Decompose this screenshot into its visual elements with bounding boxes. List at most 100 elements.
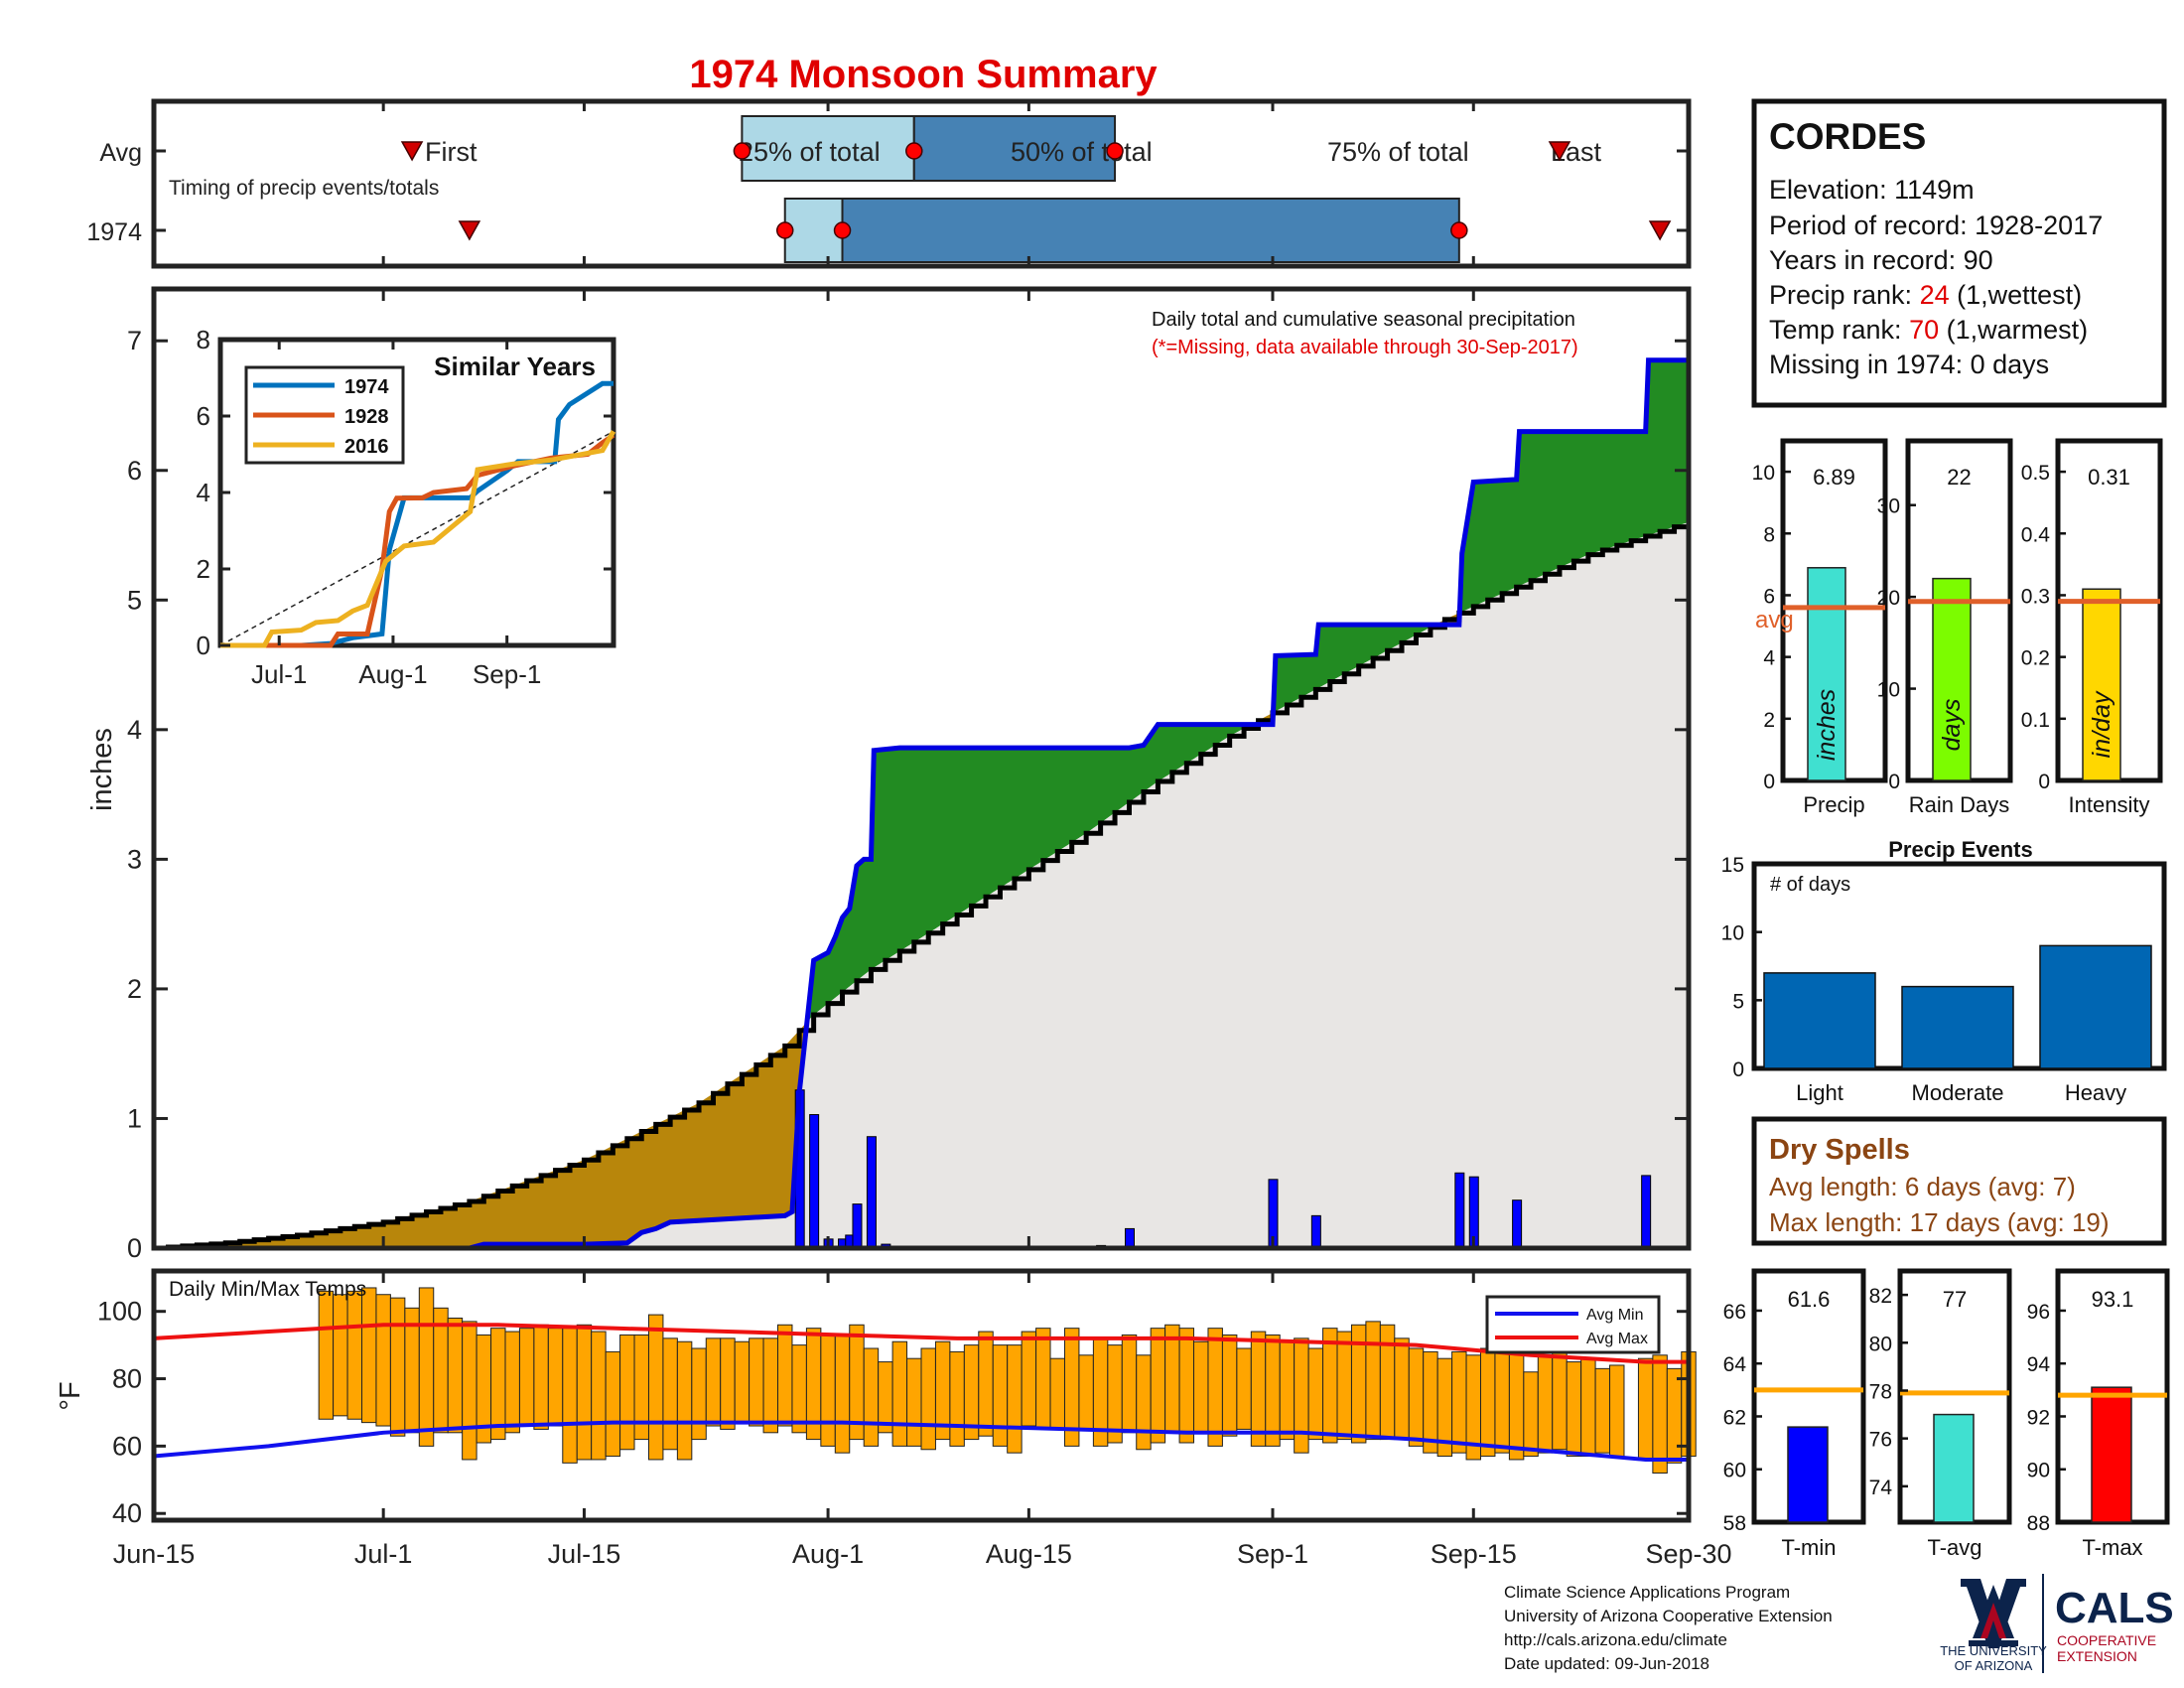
daily-precip-bar (1125, 1227, 1136, 1249)
temps-y-tick-label: 80 (112, 1364, 142, 1394)
temp-range-bar (647, 1314, 664, 1461)
x-tick-label: Aug-15 (986, 1539, 1072, 1569)
intensity-y-tick-label: 0.4 (2021, 523, 2051, 546)
rain-days-y-tick-label: 10 (1877, 679, 1900, 702)
temp-range-bar (720, 1337, 736, 1430)
precip-value: 6.89 (1813, 465, 1855, 490)
station-info-box: CORDES Elevation: 1149m Period of record… (1751, 98, 2167, 408)
precip-y-tick-label: 6 (1763, 585, 1775, 608)
t-max-y-tick-label: 96 (2027, 1301, 2050, 1324)
temp-range-bar (389, 1297, 406, 1437)
events-y-tick-label: 0 (1732, 1058, 1744, 1081)
temp-range-bar (518, 1328, 535, 1427)
station-missing: Missing in 1974: 0 days (1769, 350, 2049, 379)
temp-range-bar (949, 1350, 965, 1447)
precip-unit: inches (1813, 689, 1841, 761)
intensity-y-tick-label: 0.5 (2021, 462, 2050, 485)
temp-range-bar (375, 1294, 391, 1427)
temp-range-bar (834, 1334, 851, 1454)
rain-days-value: 22 (1947, 465, 1971, 490)
main-missing-note: (*=Missing, data available through 30-Se… (1152, 337, 1578, 358)
footer-line-1: Climate Science Applications Program (1504, 1583, 1790, 1602)
temp-range-bar (1408, 1347, 1425, 1447)
events-bar-moderate (1901, 985, 2014, 1069)
temp-range-bar (576, 1324, 593, 1461)
inset-legend-label: 1974 (344, 376, 389, 398)
t-avg-y-tick-label: 74 (1869, 1477, 1893, 1499)
t-min-y-tick-label: 58 (1723, 1512, 1746, 1535)
rain-days-unit: days (1938, 699, 1966, 752)
temp-range-bar (1451, 1350, 1467, 1454)
similar-years-inset: 0 2 4 6 8 Jul-1 Aug-1 Sep-1 Similar Years 1974 192… (197, 325, 616, 689)
temp-range-bar (1666, 1367, 1683, 1464)
daily-precip-bar (866, 1136, 877, 1249)
station-elevation: Elevation: 1149m (1769, 175, 1975, 205)
t-max-y-tick-label: 92 (2027, 1406, 2050, 1429)
precip-avg-label: avg (1755, 607, 1794, 633)
ua-name-line-1: THE UNIVERSITY (1940, 1643, 2047, 1658)
timing-first-label: First (425, 137, 478, 167)
events-bar-light (1763, 972, 1876, 1069)
dry-spells-avg: Avg length: 6 days (avg: 7) (1769, 1172, 2076, 1201)
avg-min-line (153, 1420, 1689, 1462)
temp-range-bar (1508, 1347, 1525, 1461)
precip-bar (1807, 567, 1846, 781)
inset-legend-label: 1928 (344, 406, 389, 428)
inset-y-tick-label: 0 (197, 631, 210, 660)
temp-range-bar (820, 1334, 836, 1447)
events-y-tick-label: 15 (1721, 854, 1744, 877)
temp-range-bar (1121, 1334, 1138, 1434)
rain-days-label: Rain Days (1909, 792, 2009, 817)
temps-y-tick-label: 100 (97, 1297, 142, 1327)
intensity-y-tick-label: 0 (2038, 771, 2050, 793)
temp-range-bar (1307, 1347, 1324, 1441)
intensity-label: Intensity (2069, 792, 2150, 817)
station-years: Years in record: 90 (1769, 245, 1993, 275)
timing-p75-label: 75% of total (1327, 137, 1469, 167)
university-of-arizona-logo: THE UNIVERSITY OF ARIZONA (1940, 1574, 2047, 1673)
figure-title: 1974 Monsoon Summary (689, 53, 1158, 96)
temp-range-bar (1021, 1331, 1037, 1427)
daily-precip-bar (1512, 1199, 1523, 1249)
cals-extension: EXTENSION (2057, 1648, 2137, 1664)
precip-rank-value: 24 (1920, 280, 1950, 310)
x-tick-label: Aug-1 (792, 1539, 864, 1569)
t-min-label: T-min (1782, 1535, 1837, 1560)
y-tick-label: 1 (127, 1103, 142, 1133)
t-min-y-tick-label: 66 (1723, 1301, 1746, 1324)
temp-range-bar (992, 1344, 1009, 1447)
temp-range-bar (1279, 1340, 1296, 1441)
rain-days-y-tick-label: 0 (1888, 771, 1900, 793)
temp-range-bar (533, 1324, 549, 1430)
temp-range-bar (691, 1347, 707, 1441)
y-tick-label: 6 (127, 456, 142, 486)
t-min-y-tick-label: 64 (1723, 1353, 1747, 1376)
normal-area-upper (154, 521, 1689, 1248)
temp-range-bar (906, 1357, 922, 1447)
temp-range-bar (978, 1331, 994, 1437)
events-title: Precip Events (1888, 837, 2033, 862)
t-min-y-tick-label: 60 (1723, 1460, 1746, 1482)
temp-range-bar (1150, 1328, 1166, 1444)
events-category-label: Light (1796, 1080, 1843, 1105)
temp-range-bar (1193, 1340, 1209, 1434)
temp-range-bar (662, 1337, 678, 1451)
intensity-y-tick-label: 0.1 (2021, 709, 2050, 732)
y-tick-label: 3 (127, 844, 142, 874)
inset-y-tick-label: 2 (197, 554, 210, 584)
temp-range-bar (490, 1328, 506, 1441)
inset-line-2016 (220, 430, 616, 648)
intensity-y-tick-label: 0.3 (2021, 585, 2050, 608)
events-y-tick-label: 5 (1732, 990, 1744, 1013)
y-tick-label: 4 (127, 715, 142, 745)
cals-logo: CALS COOPERATIVE EXTENSION (2055, 1584, 2174, 1664)
daily-precip-bar (1641, 1175, 1652, 1249)
temp-range-bar (447, 1317, 464, 1434)
legend-max-label: Avg Max (1586, 1331, 1648, 1347)
intensity-value: 0.31 (2088, 465, 2130, 490)
daily-precip-bar (809, 1114, 820, 1249)
footer-line-3: http://cals.arizona.edu/climate (1504, 1630, 1727, 1649)
timing-caption: Timing of precip events/totals (169, 177, 439, 200)
temp-range-bar (1637, 1357, 1654, 1461)
